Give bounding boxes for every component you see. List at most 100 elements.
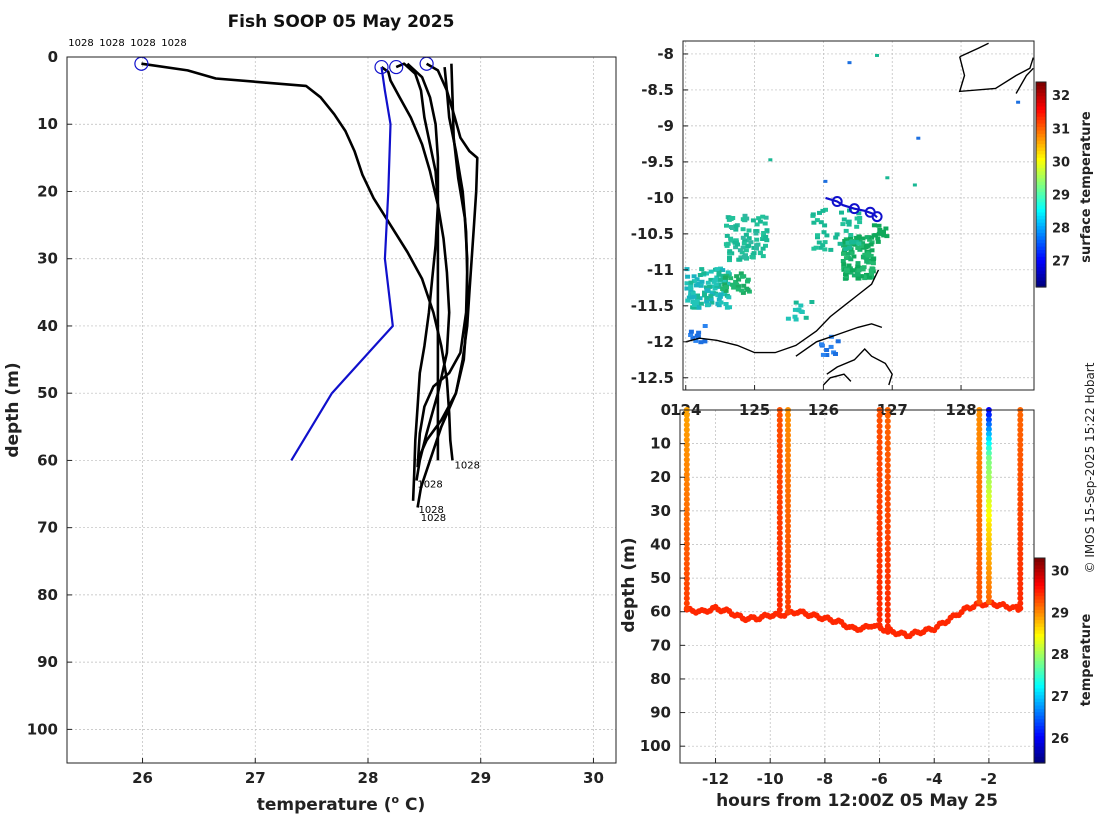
timeseries-colorbar-tick-label: 26	[1051, 732, 1069, 747]
map-sst-pixel	[860, 267, 866, 272]
map-sst-pixel	[824, 348, 830, 352]
timeseries-cast-point	[876, 498, 883, 505]
map-sst-pixel	[711, 279, 717, 284]
profile-x-tick-label: 26	[132, 769, 153, 787]
map-sst-pixel	[722, 282, 728, 287]
map-colorbar-step	[1036, 191, 1046, 196]
timeseries-cast-point	[1017, 456, 1024, 463]
map-sst-pixel	[843, 272, 848, 277]
map-colorbar: 27 28 29 30 31 32	[1035, 81, 1070, 288]
timeseries-colorbar-step	[1034, 605, 1045, 610]
timeseries-cast-point	[985, 483, 992, 490]
timeseries-colorbar-step	[1034, 622, 1045, 627]
timeseries-cast-point	[1017, 416, 1024, 423]
map-sst-pixel	[828, 344, 834, 349]
map-sst-pixel	[690, 335, 696, 340]
timeseries-cast-point	[785, 533, 791, 540]
map-colorbar-step	[1036, 170, 1046, 175]
profile-x-tick-label: 27	[245, 769, 266, 787]
map-colorbar-tick-label: 27	[1052, 255, 1070, 270]
timeseries-cast-point	[1017, 511, 1024, 518]
map-colorbar-step	[1036, 150, 1046, 155]
timeseries-cast-point	[876, 589, 883, 596]
map-colorbar-step	[1036, 112, 1046, 117]
timeseries-cast-point	[776, 478, 783, 485]
timeseries-cast-point	[683, 446, 690, 453]
timeseries-cast-point	[776, 565, 783, 572]
timeseries-cast-point	[884, 601, 891, 608]
map-sst-pixel	[846, 263, 852, 268]
timeseries-colorbar-step	[1034, 728, 1045, 733]
timeseries-cast-point	[683, 421, 690, 428]
map-colorbar-step	[1036, 252, 1046, 257]
timeseries-y-ticks: 0 10 20 30 40 50 60 70 80 90 100	[640, 401, 685, 755]
map-colorbar-step	[1036, 205, 1046, 210]
map-sst-pixel	[840, 259, 846, 263]
timeseries-colorbar-step	[1034, 592, 1045, 597]
timeseries-cast-point	[884, 440, 891, 447]
map-sst-pixel	[751, 245, 757, 250]
timeseries-cast-point	[976, 445, 983, 452]
timeseries-cast-point	[776, 483, 783, 490]
timeseries-colorbar-step	[1034, 616, 1045, 621]
map-sst-pixel	[856, 241, 862, 246]
timeseries-colorbar-step	[1034, 581, 1045, 586]
timeseries-colorbar-step	[1034, 718, 1045, 723]
map-sst-pixel	[868, 268, 874, 273]
timeseries-cast-point	[884, 479, 891, 486]
map-sst-pixel	[685, 298, 691, 303]
timeseries-cast-point	[683, 456, 690, 463]
timeseries-cast-point	[785, 593, 791, 600]
timeseries-y-tick-label: 90	[650, 704, 671, 722]
map-sst-pixel	[709, 300, 715, 305]
coastline-kimberley	[685, 269, 880, 354]
map-sst-pixel	[855, 236, 861, 241]
timeseries-cast-point	[876, 600, 883, 607]
map-sst-pixel	[854, 216, 860, 221]
map-sst-pixel	[864, 256, 870, 261]
map-sst-pixel	[718, 300, 724, 305]
profile-x-label-end: C)	[399, 795, 425, 815]
timeseries-cast-point	[683, 575, 690, 582]
map-sst-pixel	[720, 268, 726, 273]
timeseries-cast-point	[1017, 426, 1024, 433]
timeseries-cast-point	[1017, 585, 1024, 592]
map-sst-pixel	[861, 255, 867, 260]
map-sst-pixel	[690, 305, 696, 310]
map-sst-pixel	[705, 280, 711, 285]
timeseries-colorbar-tick-label: 28	[1051, 648, 1069, 663]
timeseries-colorbar-step	[1034, 561, 1045, 566]
map-y-tick-label: -12	[647, 333, 674, 351]
timeseries-cast-point	[876, 471, 883, 478]
map-sst-pixel	[855, 276, 861, 281]
timeseries-cast-point	[1017, 545, 1024, 552]
map-sst-pixel	[748, 240, 754, 245]
timeseries-cast-point	[683, 535, 690, 542]
timeseries-cast-point	[785, 492, 791, 499]
timeseries-colorbar-label: temperature	[1079, 614, 1094, 707]
timeseries-cast-point	[683, 436, 690, 443]
ship-track-station-marker	[848, 203, 860, 215]
timeseries-cast-point	[683, 416, 690, 423]
timeseries-cast-point	[785, 543, 791, 550]
timeseries-colorbar-step	[1034, 756, 1045, 761]
timeseries-cast-point	[976, 431, 983, 437]
timeseries-cast-point	[976, 464, 983, 471]
timeseries-y-tick-label: 100	[640, 737, 671, 755]
map-colorbar-step	[1036, 198, 1046, 203]
map-sst-pixel	[728, 236, 734, 241]
map-sst-pixel	[724, 282, 730, 287]
timeseries-cast-point	[1017, 535, 1024, 542]
map-sst-pixel	[847, 61, 852, 65]
map-sst-pixel	[746, 236, 752, 241]
timeseries-cast-point	[1017, 560, 1024, 567]
coastline-north-east	[1015, 67, 1034, 94]
timeseries-cast-point	[884, 595, 891, 602]
timeseries-cast-point	[1017, 575, 1024, 582]
timeseries-cast-point	[776, 432, 783, 439]
profile-grid	[67, 57, 616, 763]
timeseries-cast-point	[1017, 471, 1024, 478]
timeseries-cast-point	[884, 429, 891, 436]
map-colorbar-tick-label: 32	[1052, 89, 1070, 104]
map-sst-pixel	[736, 277, 742, 282]
